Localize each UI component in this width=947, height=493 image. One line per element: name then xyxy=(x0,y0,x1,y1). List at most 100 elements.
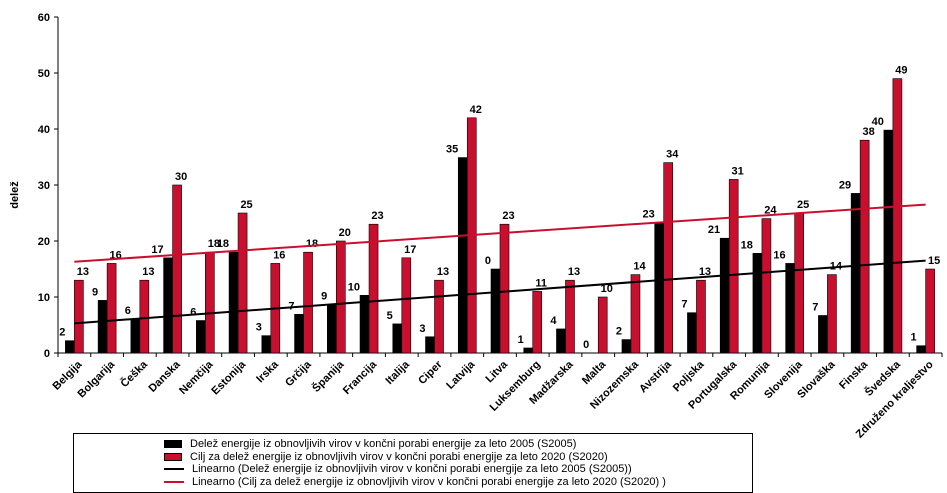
data-label-s2005: 9 xyxy=(92,286,98,298)
bar-s2005 xyxy=(752,253,763,354)
bar-s2020 xyxy=(74,279,84,354)
category-label: Litva xyxy=(483,358,510,385)
bar-s2005 xyxy=(326,303,337,354)
data-label-s2005: 16 xyxy=(773,249,785,261)
y-tick-label: 50 xyxy=(38,68,50,80)
category-label: Irska xyxy=(254,358,281,385)
bar-s2005 xyxy=(392,323,403,354)
data-label-s2020: 10 xyxy=(601,283,613,295)
data-label-s2020: 34 xyxy=(666,149,679,161)
data-label-s2020: 23 xyxy=(502,210,514,222)
bar-s2020 xyxy=(696,279,706,354)
bar-s2020 xyxy=(106,263,117,354)
bar-s2005 xyxy=(785,263,795,354)
data-label-s2005: 2 xyxy=(616,326,622,338)
category-label: Estonija xyxy=(209,358,248,397)
category-label: Italija xyxy=(384,358,413,387)
data-label-s2020: 49 xyxy=(895,65,907,77)
data-label-s2020: 24 xyxy=(764,205,777,217)
legend-item-trend-s2020: Linearno (Cilj za delež energije iz obno… xyxy=(164,476,752,489)
trend-line-s2005 xyxy=(74,259,926,325)
bar-s2020 xyxy=(237,212,248,354)
bar-s2005 xyxy=(261,335,272,354)
plot-area: 0102030405060213Belgija916Bolgarija613Če… xyxy=(38,12,943,441)
bar-s2005 xyxy=(97,300,108,354)
bar-s2005 xyxy=(490,268,501,354)
category-label: Češka xyxy=(118,357,151,390)
data-label-s2005: 2 xyxy=(59,327,65,339)
bar-s2005 xyxy=(556,328,566,354)
bar-s2020 xyxy=(925,268,935,354)
data-label-s2005: 40 xyxy=(872,116,884,128)
bar-s2005 xyxy=(65,340,75,354)
bar-s2005 xyxy=(916,345,926,354)
legend-label-trend-s2005: Linearno (Delež energije iz obnovljivih … xyxy=(192,463,632,475)
bar-s2005 xyxy=(883,129,894,354)
bar-s2005 xyxy=(687,312,697,354)
category-label: Nemčija xyxy=(177,358,216,397)
data-label-s2020: 13 xyxy=(699,266,711,278)
bar-s2005 xyxy=(523,347,534,354)
data-label-s2020: 13 xyxy=(77,266,89,278)
bar-s2020 xyxy=(499,223,510,354)
bar-s2020 xyxy=(303,251,313,354)
y-tick-label: 30 xyxy=(38,180,50,192)
bar-s2020 xyxy=(630,274,641,354)
bar-s2005 xyxy=(850,193,861,354)
category-label: Bolgarija xyxy=(75,358,117,400)
data-label-s2020: 13 xyxy=(568,266,580,278)
data-label-s2005: 10 xyxy=(348,281,360,293)
bar-s2020 xyxy=(401,257,412,354)
data-label-s2005: 18 xyxy=(741,239,753,251)
data-label-s2005: 21 xyxy=(708,224,720,236)
data-label-s2005: 35 xyxy=(446,144,458,156)
bar-s2005 xyxy=(196,320,206,354)
data-label-s2020: 20 xyxy=(339,227,351,239)
data-label-s2020: 18 xyxy=(208,238,220,250)
bar-s2020 xyxy=(663,162,674,354)
legend-line-trend-s2005 xyxy=(164,468,184,471)
bar-s2005 xyxy=(228,251,239,354)
legend-label-s2005: Delež energije iz obnovljivih virov v ko… xyxy=(190,438,577,450)
data-label-s2005: 18 xyxy=(217,238,229,250)
legend-item-s2020: Cilj za delež energije iz obnovljivih vi… xyxy=(164,451,752,464)
data-label-s2005: 9 xyxy=(321,290,327,302)
y-tick-label: 0 xyxy=(44,348,50,360)
bar-s2005 xyxy=(163,257,173,354)
bar-s2020 xyxy=(368,223,379,354)
category-label: Francija xyxy=(341,358,380,397)
y-tick-label: 40 xyxy=(38,124,50,136)
data-label-s2020: 13 xyxy=(437,266,449,278)
bar-s2020 xyxy=(172,184,182,354)
bar-s2005 xyxy=(425,336,435,354)
chart-legend: Delež energije iz obnovljivih virov v ko… xyxy=(73,433,753,493)
data-label-s2020: 13 xyxy=(142,266,154,278)
legend-label-s2020: Cilj za delež energije iz obnovljivih vi… xyxy=(190,450,608,463)
category-label: Latvija xyxy=(444,358,478,392)
bar-s2020 xyxy=(335,240,346,354)
bar-s2020 xyxy=(565,279,575,354)
data-label-s2020: 23 xyxy=(371,210,383,222)
data-label-s2005: 3 xyxy=(256,322,262,334)
legend-swatch-s2005 xyxy=(164,440,182,449)
bar-s2005 xyxy=(719,237,730,354)
data-label-s2005: 17 xyxy=(151,244,163,256)
bar-s2005 xyxy=(294,314,304,354)
data-label-s2020: 16 xyxy=(273,249,285,261)
bar-s2005 xyxy=(359,295,370,354)
y-tick-label: 10 xyxy=(38,292,50,304)
bar-s2020 xyxy=(761,218,772,354)
category-label: Avstrija xyxy=(637,358,674,395)
legend-item-s2005: Delež energije iz obnovljivih virov v ko… xyxy=(164,438,752,451)
data-label-s2005: 6 xyxy=(190,307,196,319)
data-label-s2020: 11 xyxy=(535,277,547,289)
legend-label-trend-s2020: Linearno (Cilj za delež energije iz obno… xyxy=(192,475,666,488)
data-label-s2005: 7 xyxy=(812,301,818,313)
data-label-s2005: 29 xyxy=(839,179,851,191)
bar-s2005 xyxy=(130,318,141,354)
data-label-s2020: 14 xyxy=(633,261,646,273)
bar-s2020 xyxy=(205,251,215,354)
bar-s2005 xyxy=(621,339,632,354)
data-label-s2020: 30 xyxy=(175,171,187,183)
